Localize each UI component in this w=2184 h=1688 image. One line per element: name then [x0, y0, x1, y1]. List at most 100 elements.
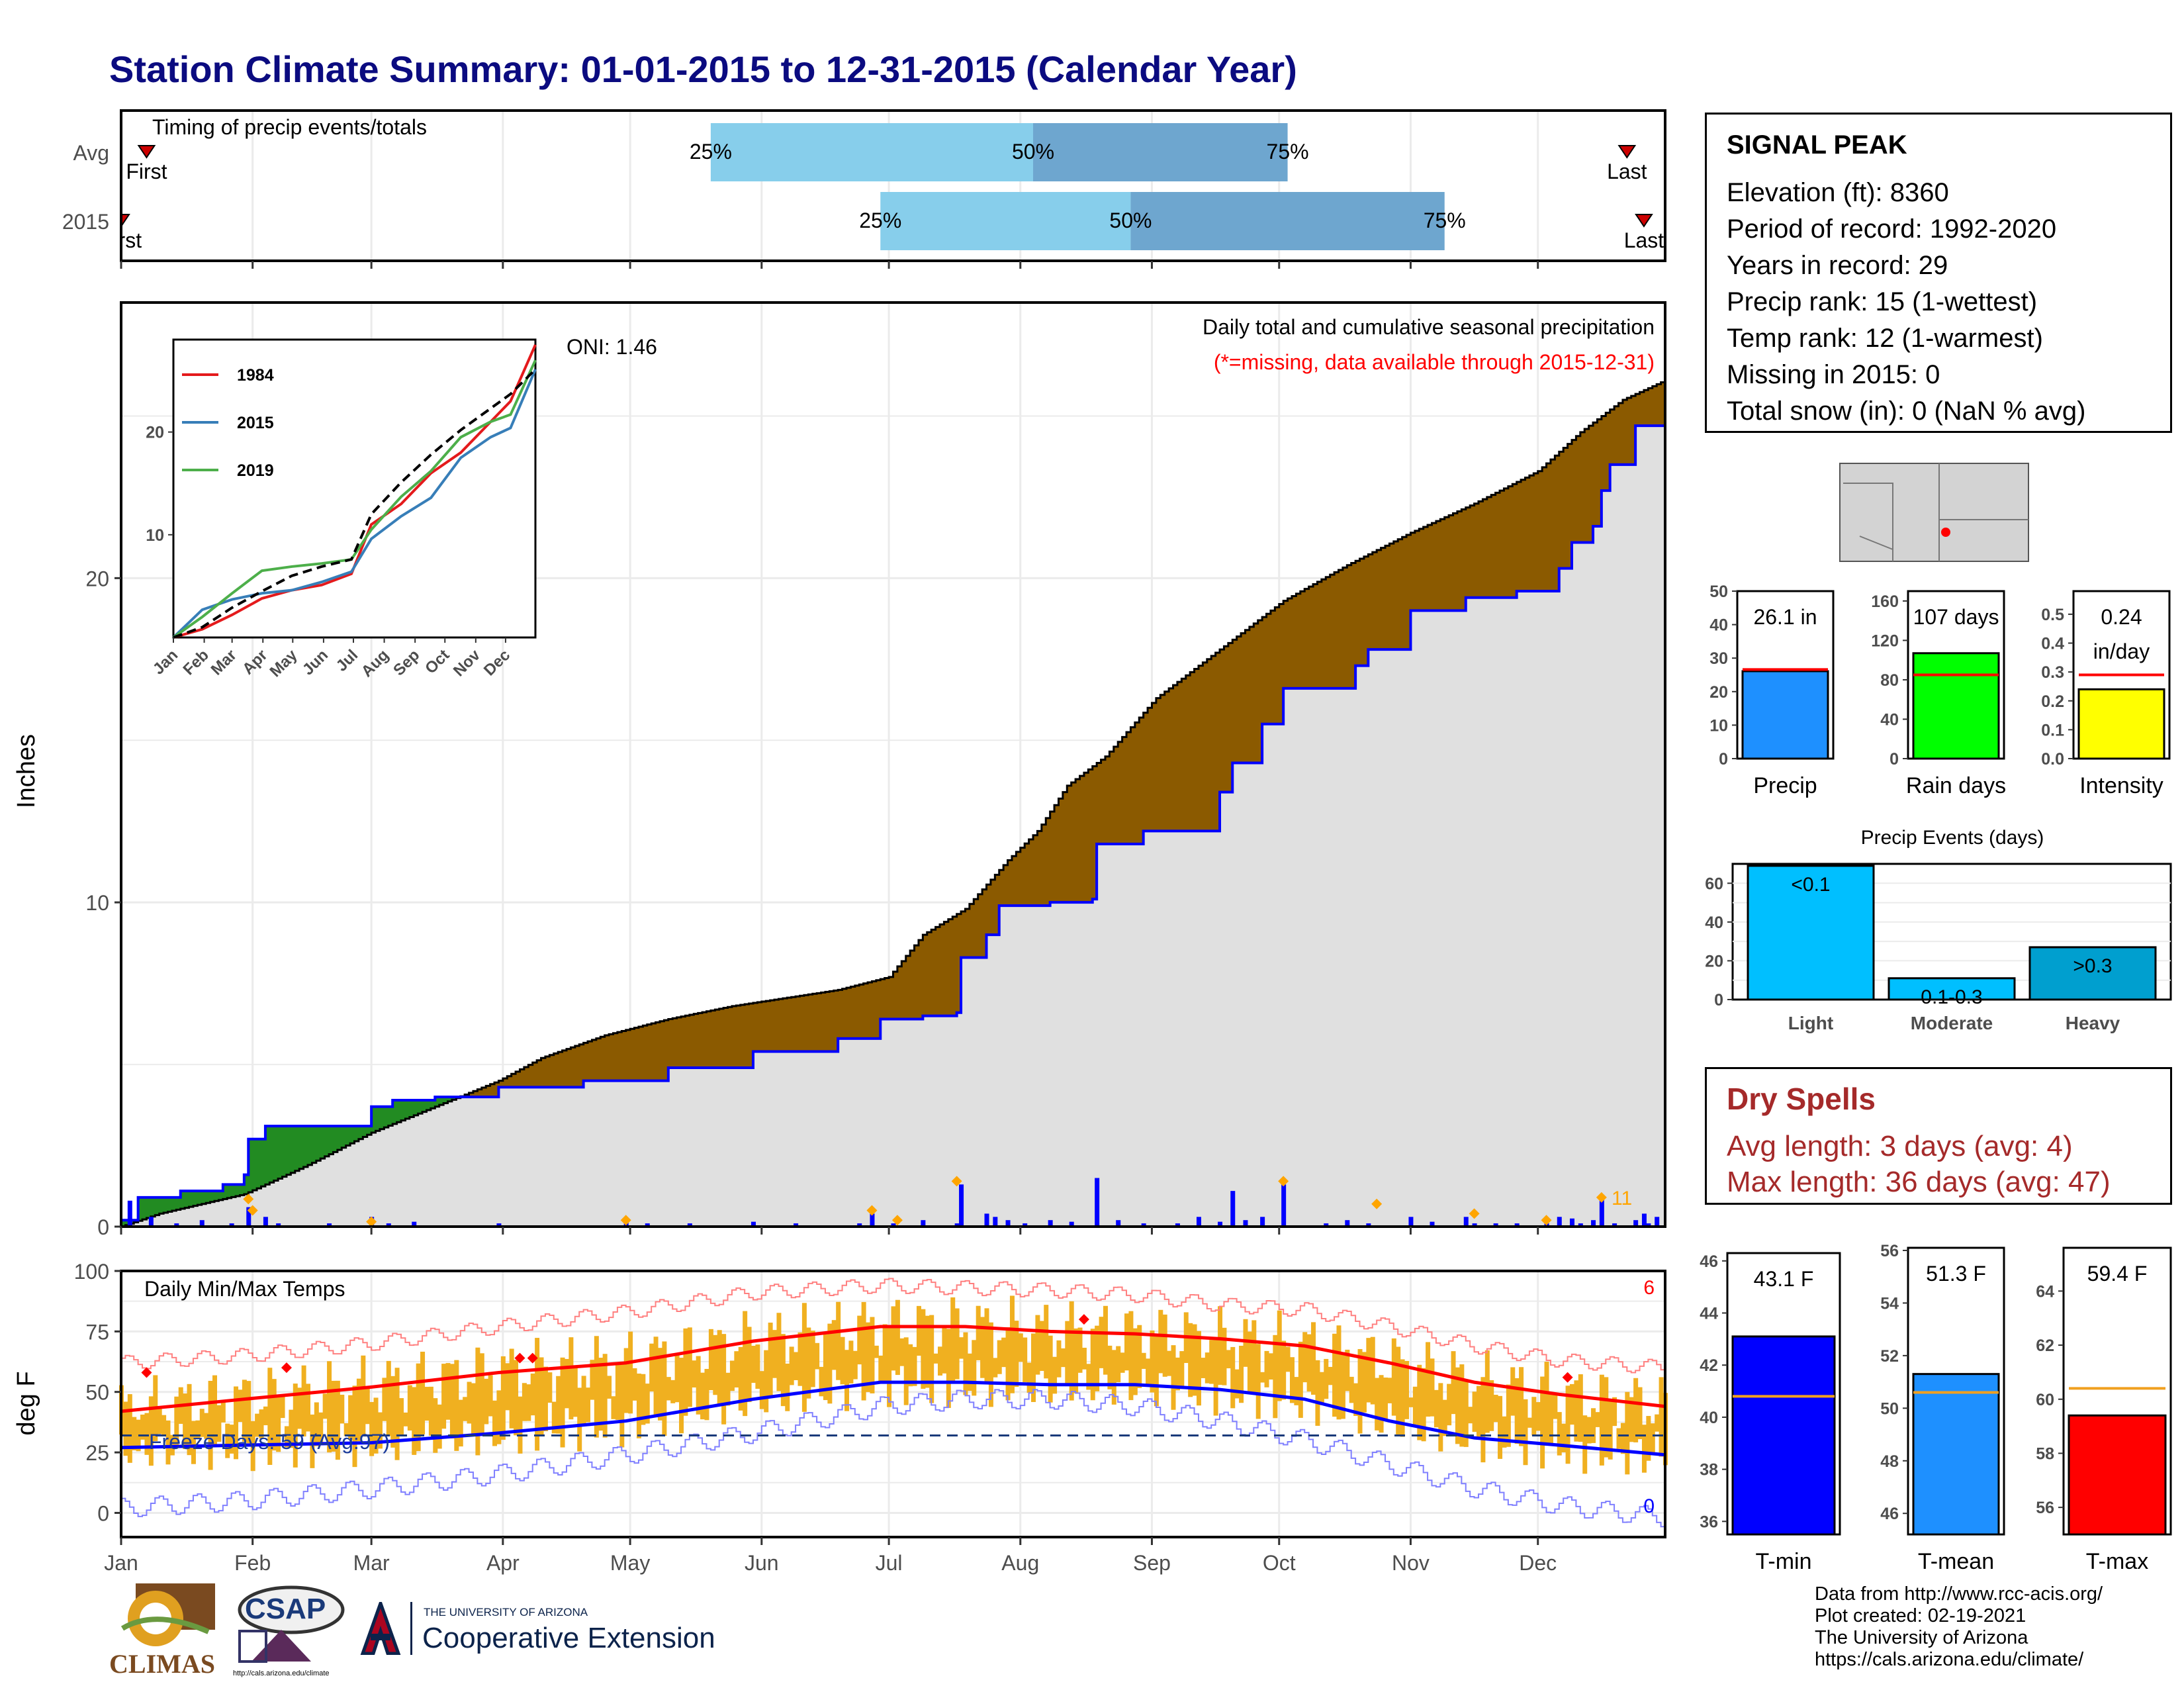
info-years: Years in record: 29 [1727, 251, 1948, 280]
daily-temp-range-bar [1218, 1306, 1223, 1385]
ua-divider [410, 1602, 412, 1655]
daily-temp-range-bar [564, 1358, 569, 1409]
precip-above-average-area [121, 1097, 461, 1227]
daily-precip-bar [1463, 1217, 1469, 1227]
timing-left-mask [0, 111, 121, 261]
daily-precip-bar [891, 1223, 896, 1227]
daily-temp-range-bar [1001, 1337, 1007, 1368]
daily-temp-range-bar [602, 1354, 608, 1438]
daily-temp-range-bar [1633, 1378, 1639, 1442]
daily-precip-bar [1569, 1218, 1574, 1227]
station-location-marker [1941, 528, 1950, 537]
daily-temp-range-bar [903, 1337, 909, 1405]
daily-temp-range-bar [123, 1401, 128, 1456]
daily-temp-range-bar [365, 1387, 370, 1425]
summary-bar-title: T-mean [1918, 1549, 1994, 1574]
daily-temp-range-bar [1375, 1378, 1380, 1430]
daily-temp-range-bar [1201, 1358, 1206, 1378]
station-name: SIGNAL PEAK [1727, 130, 1907, 160]
precip-events-title: Precip Events (days) [1861, 827, 2044, 849]
daily-temp-range-bar [1646, 1416, 1651, 1461]
daily-precip-bar [127, 1200, 132, 1227]
daily-temp-range-bar [1111, 1350, 1116, 1405]
daily-precip-bar [1366, 1223, 1371, 1227]
daily-temp-range-bar [1502, 1416, 1507, 1448]
daily-temp-range-bar [195, 1420, 201, 1438]
heavy-event-marker [951, 1176, 962, 1187]
daily-temp-range-bar [1146, 1358, 1151, 1385]
daily-temp-range-bar [572, 1365, 578, 1417]
daily-temp-range-bar [1447, 1383, 1452, 1426]
daily-temp-range-bar [1205, 1352, 1210, 1383]
daily-temp-range-bar [743, 1311, 748, 1417]
daily-temp-range-bar [449, 1364, 455, 1439]
daily-precip-bar [1116, 1220, 1121, 1227]
daily-precip-bar [1591, 1220, 1596, 1227]
record-high-marker [527, 1352, 538, 1364]
summary-bar-value-label: in/day [2093, 639, 2150, 663]
daily-precip-bar [993, 1217, 998, 1227]
precip-events-bar-label: 0.1-0.3 [1921, 986, 1982, 1008]
info-missing: Missing in 2015: 0 [1727, 360, 1940, 389]
summary-bar-T-max [2068, 1414, 2167, 1536]
daily-precip-bar [1472, 1223, 1477, 1227]
daily-temp-range-bar [496, 1390, 502, 1444]
daily-temp-range-bar [844, 1350, 849, 1411]
month-label: Oct [1263, 1551, 1296, 1575]
daily-temp-range-bar [187, 1383, 192, 1456]
timing-panel-border [120, 109, 1666, 262]
record-high-marker [514, 1352, 525, 1364]
events-y-tick-label: 0 [1714, 991, 1723, 1009]
daily-temp-range-bar [1260, 1372, 1265, 1383]
daily-temp-range-bar [933, 1353, 938, 1364]
daily-temp-range-bar [683, 1328, 688, 1416]
daily-precip-bar [1218, 1221, 1223, 1227]
record-high-marker [1078, 1314, 1089, 1325]
daily-temp-range-bar [1527, 1417, 1532, 1428]
summary-y-tick-label: 20 [1709, 683, 1728, 702]
daily-temp-range-bar [1150, 1330, 1155, 1393]
daily-temp-range-bar [1599, 1374, 1604, 1466]
daily-precip-bar [386, 1223, 391, 1227]
daily-temp-range-bar [1574, 1380, 1579, 1442]
daily-temp-range-bar [407, 1385, 412, 1431]
month-label: Jun [745, 1551, 779, 1575]
timing-bar-q25-q50-Avg [710, 123, 1034, 181]
inset-panel [172, 338, 537, 639]
oni-label: ONI: 1.46 [567, 335, 657, 359]
daily-temp-range-bar [259, 1409, 264, 1439]
summary-bar-value-label: 107 days [1913, 605, 1999, 629]
timing-label-50: 50% [1109, 209, 1152, 232]
daily-temp-range-bar [1018, 1333, 1023, 1362]
timing-label-25: 25% [859, 209, 901, 232]
daily-temp-range-bar [687, 1327, 692, 1407]
precip-events-bar-Heavy [2028, 946, 2157, 1001]
daily-temp-range-bar [1014, 1321, 1019, 1387]
daily-temp-range-bar [1484, 1350, 1490, 1433]
daily-temp-range-bar [1196, 1331, 1201, 1406]
month-label: Nov [1392, 1551, 1430, 1575]
daily-temp-range-bar [1659, 1377, 1664, 1457]
daily-temp-range-bar [1544, 1362, 1549, 1446]
daily-precip-bar [1069, 1221, 1074, 1227]
temp-y-tick-label: 25 [85, 1441, 109, 1465]
summary-bar-value-label: 51.3 F [1926, 1262, 1986, 1286]
summary-y-tick-label: 50 [1880, 1399, 1899, 1418]
daily-temp-range-bar [1430, 1358, 1435, 1417]
daily-temp-range-bar [1023, 1337, 1028, 1382]
state-map [1839, 463, 2029, 562]
daily-temp-range-bar [1357, 1348, 1363, 1434]
daily-temp-range-bar [747, 1327, 752, 1403]
daily-precip-bar [645, 1223, 650, 1227]
daily-temp-range-bar [394, 1368, 400, 1460]
daily-precip-bar [263, 1217, 268, 1227]
daily-temp-range-bar [208, 1380, 213, 1470]
daily-temp-range-bar [1468, 1407, 1473, 1424]
daily-temp-range-bar [1625, 1391, 1630, 1475]
temp-panel-border [120, 1270, 1666, 1538]
daily-temp-range-bar [1251, 1320, 1257, 1395]
daily-temp-range-bar [1167, 1350, 1172, 1376]
month-label: Sep [1133, 1551, 1171, 1575]
freeze-days-label: Freeze Days: 59 (Avg:97) [149, 1430, 390, 1454]
daily-temp-range-bar [874, 1345, 879, 1358]
